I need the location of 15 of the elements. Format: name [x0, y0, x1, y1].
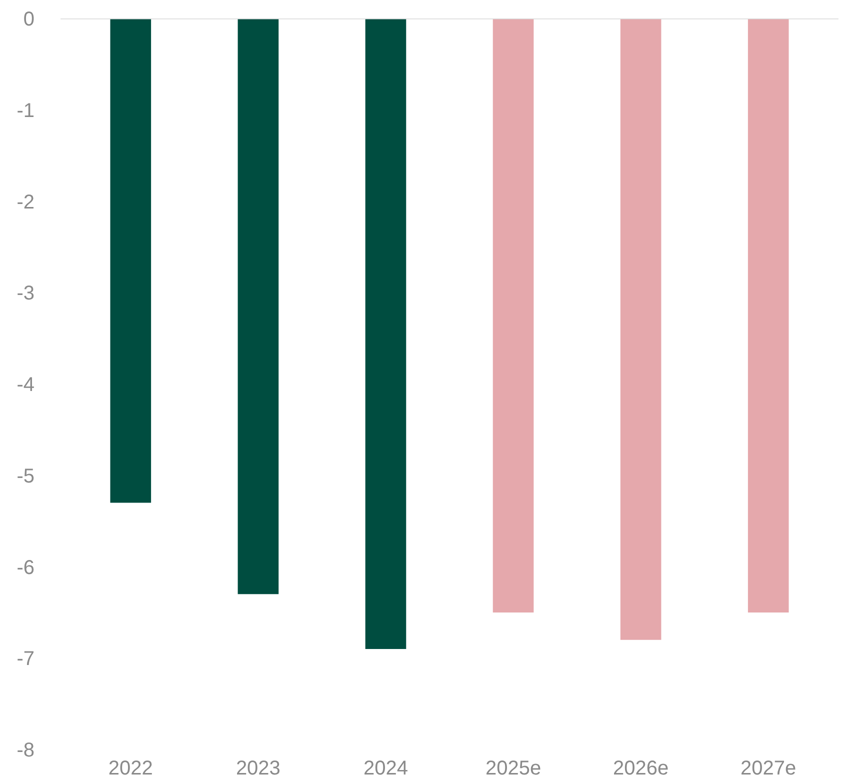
- x-tick-label: 2025e: [485, 758, 542, 777]
- y-tick-label: -6: [16, 556, 35, 579]
- y-tick-label: -2: [16, 191, 35, 214]
- x-tick-label: 2027e: [740, 758, 796, 777]
- x-tick-label: 2026e: [613, 758, 669, 777]
- y-tick-label: -1: [16, 100, 35, 122]
- y-tick-label: 0: [23, 8, 34, 30]
- y-tick-label: -3: [16, 282, 35, 305]
- y-tick-label: -8: [16, 740, 35, 762]
- x-tick-label: 2023: [236, 758, 280, 777]
- x-tick-label: 2022: [108, 758, 153, 777]
- x-tick-label: 2024: [363, 758, 408, 777]
- y-tick-label: -5: [16, 465, 35, 488]
- y-tick-label: -7: [16, 648, 35, 670]
- y-tick-label: -4: [16, 374, 35, 396]
